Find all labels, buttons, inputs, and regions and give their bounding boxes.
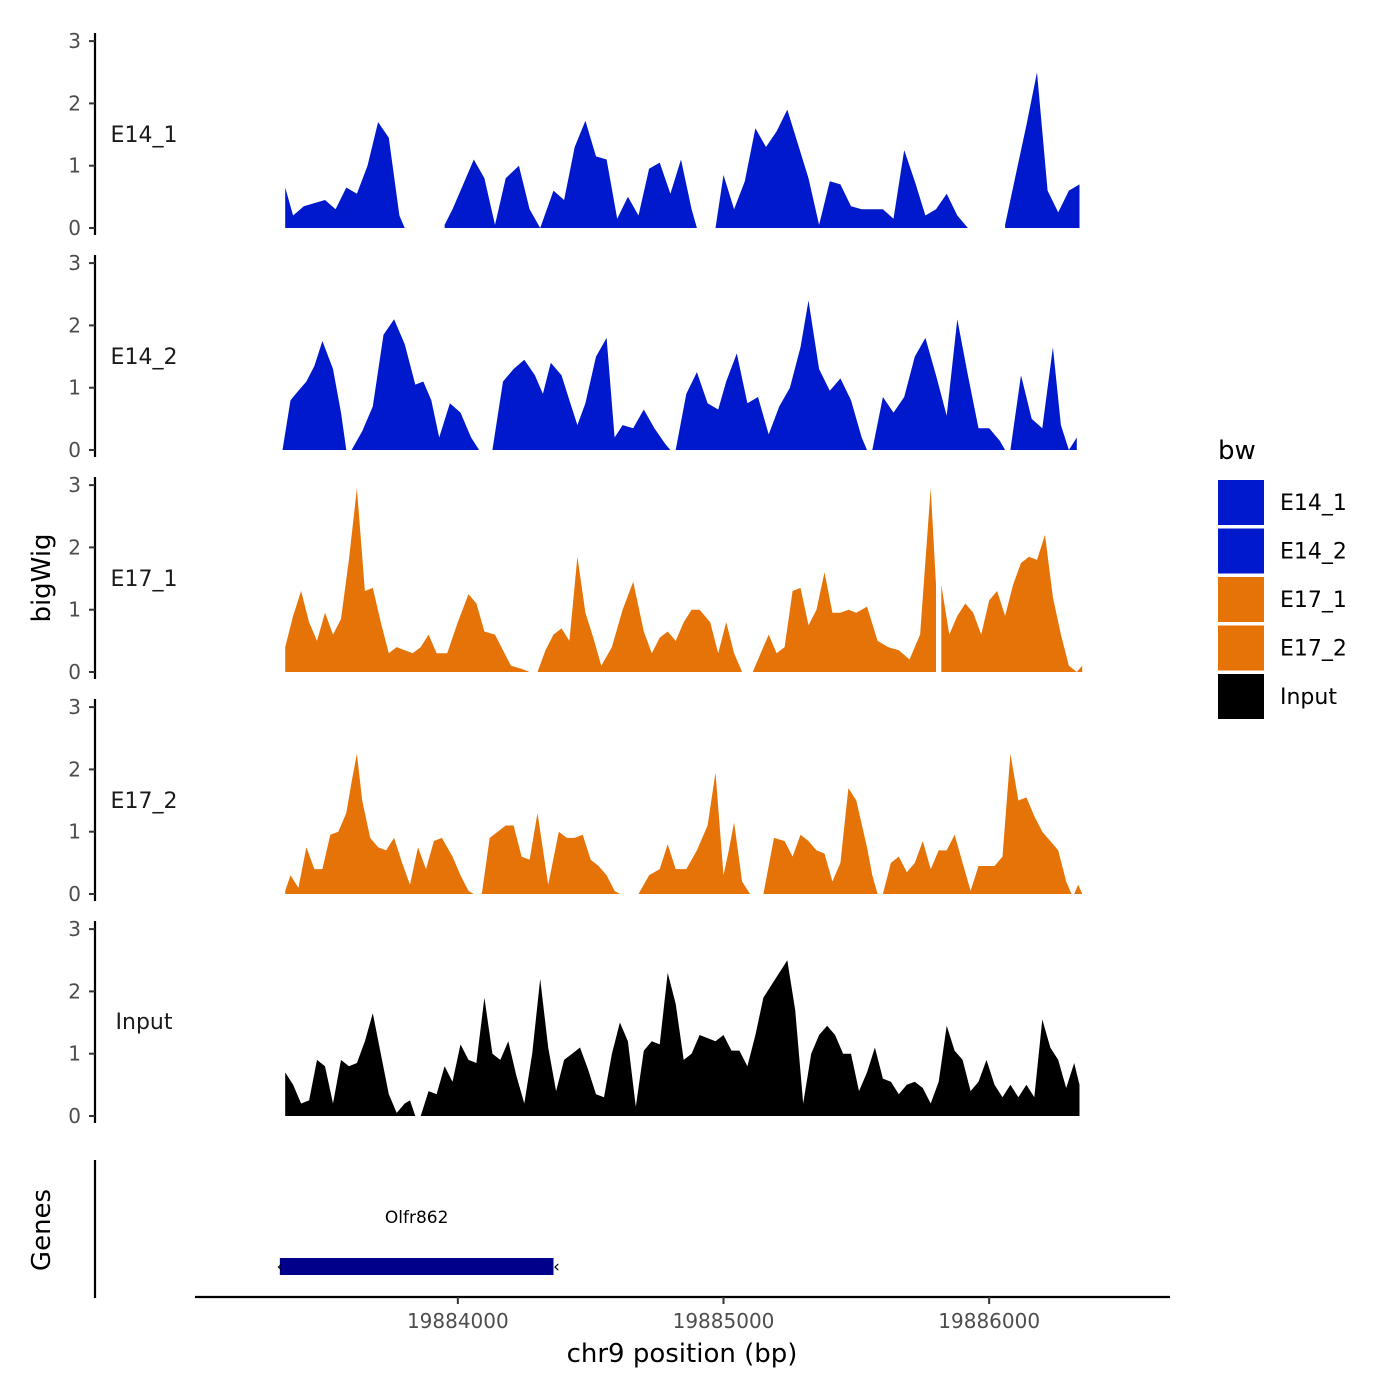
e17-1-y-tick-label: 1 xyxy=(68,598,81,622)
gene-olfr862-body xyxy=(279,1258,554,1275)
track-e14-1: 0 1 2 3 E14_1 xyxy=(68,29,1080,240)
track-e17-2: 0 1 2 3 E17_2 xyxy=(68,695,1083,906)
input-coverage-segment xyxy=(420,960,1080,1116)
e17-1-coverage-segment xyxy=(941,534,1083,672)
e14-2-coverage-segment xyxy=(282,341,347,450)
e14-1-coverage-segment xyxy=(285,122,405,228)
e14-2-y-tick-label: 3 xyxy=(68,251,81,275)
legend-label-e17-1: E17_1 xyxy=(1280,588,1347,613)
e17-2-coverage-segment xyxy=(882,753,1072,894)
e14-1-y-tick-label: 2 xyxy=(68,91,81,115)
e17-2-coverage-segment xyxy=(638,772,751,894)
gene-olfr862-left-strand-marker: ‹ xyxy=(276,1257,283,1277)
e14-2-y-tick-label: 2 xyxy=(68,313,81,337)
e14-1-coverage-area xyxy=(285,72,1080,228)
e14-1-y-tick-label: 3 xyxy=(68,29,81,53)
e14-2-coverage-segment xyxy=(872,319,1006,450)
e17-2-coverage-segment xyxy=(285,753,474,894)
track-input: 0 1 2 3 Input xyxy=(68,917,1080,1128)
track-e17-1: 0 1 2 3 E17_1 xyxy=(68,473,1083,684)
legend-swatch-e14-1 xyxy=(1218,480,1264,525)
input-coverage-area xyxy=(285,960,1080,1116)
legend-label-e14-1: E14_1 xyxy=(1280,491,1347,516)
e17-1-coverage-area xyxy=(285,488,1083,672)
legend-label-e17-2: E17_2 xyxy=(1280,637,1347,662)
e14-2-coverage-area xyxy=(282,300,1077,450)
genes-track: Genes ‹ ‹ Olfr862 xyxy=(27,1160,560,1298)
legend-title: bw xyxy=(1218,436,1256,466)
input-y-tick-label: 1 xyxy=(68,1042,81,1066)
e14-2-coverage-segment xyxy=(351,319,480,450)
e14-1-coverage-segment xyxy=(715,109,987,228)
x-tick-label: 19886000 xyxy=(938,1309,1040,1333)
legend-swatch-e17-1 xyxy=(1218,577,1264,622)
e14-2-coverage-segment xyxy=(675,300,867,450)
e17-2-y-tick-label: 1 xyxy=(68,820,81,844)
e17-1-coverage-segment xyxy=(752,488,936,672)
gene-olfr862-label: Olfr862 xyxy=(385,1208,449,1228)
e17-1-coverage-segment xyxy=(285,488,530,672)
legend-swatch-input xyxy=(1218,674,1264,719)
legend: bw E14_1 E14_2 E17_1 E17_2 Input xyxy=(1218,436,1347,719)
e17-1-y-tick-label: 0 xyxy=(68,660,81,684)
legend-keys: E14_1 E14_2 E17_1 E17_2 Input xyxy=(1218,480,1347,719)
input-y-ticks: 0 1 2 3 xyxy=(68,917,95,1128)
legend-label-e14-2: E14_2 xyxy=(1280,540,1347,565)
input-track-label: Input xyxy=(116,1010,173,1035)
legend-label-input: Input xyxy=(1280,685,1337,710)
input-y-tick-label: 2 xyxy=(68,979,81,1003)
e14-2-coverage-segment xyxy=(492,337,671,450)
x-tick-label: 19884000 xyxy=(407,1309,509,1333)
e17-1-track-label: E17_1 xyxy=(111,567,178,592)
e17-1-y-tick-label: 3 xyxy=(68,473,81,497)
e17-1-y-tick-label: 2 xyxy=(68,535,81,559)
x-tick-label: 19885000 xyxy=(673,1309,775,1333)
e14-1-track-label: E14_1 xyxy=(111,123,178,148)
e17-2-y-tick-label: 3 xyxy=(68,695,81,719)
e17-2-y-tick-label: 2 xyxy=(68,757,81,781)
e17-2-coverage-segment xyxy=(1074,884,1083,894)
e14-1-coverage-segment xyxy=(1005,72,1080,228)
genes-axis-title: Genes xyxy=(27,1189,57,1271)
input-y-tick-label: 3 xyxy=(68,917,81,941)
e14-2-coverage-segment xyxy=(1010,347,1077,450)
input-coverage-segment xyxy=(285,1013,416,1116)
e14-2-track-label: E14_2 xyxy=(111,345,178,370)
legend-swatch-e14-2 xyxy=(1218,528,1264,574)
e17-1-coverage-segment xyxy=(537,556,743,672)
e14-2-y-tick-label: 1 xyxy=(68,376,81,400)
x-axis-title: chr9 position (bp) xyxy=(567,1339,798,1369)
legend-swatch-e17-2 xyxy=(1218,625,1264,671)
e17-2-y-ticks: 0 1 2 3 xyxy=(68,695,95,906)
x-axis: 19884000 19885000 19886000 chr9 position (… xyxy=(195,1295,1170,1369)
e14-2-y-tick-label: 0 xyxy=(68,438,81,462)
input-y-tick-label: 0 xyxy=(68,1104,81,1128)
e14-1-y-tick-label: 1 xyxy=(68,154,81,178)
e17-1-y-ticks: 0 1 2 3 xyxy=(68,473,95,684)
x-axis-ticks: 19884000 19885000 19886000 xyxy=(407,1297,1040,1333)
e17-2-y-tick-label: 0 xyxy=(68,882,81,906)
track-e14-2: 0 1 2 3 E14_2 xyxy=(68,251,1077,462)
e17-2-coverage-segment xyxy=(763,788,878,894)
e17-2-track-label: E17_2 xyxy=(111,789,178,814)
e17-2-coverage-area xyxy=(285,753,1083,894)
e14-1-coverage-segment xyxy=(444,120,697,228)
e14-1-y-tick-label: 0 xyxy=(68,216,81,240)
e14-2-y-ticks: 0 1 2 3 xyxy=(68,251,95,462)
e17-2-coverage-segment xyxy=(481,813,620,894)
y-axis-title: bigWig xyxy=(27,533,57,622)
gene-olfr862-right-strand-marker: ‹ xyxy=(553,1257,560,1277)
e14-1-y-ticks: 0 1 2 3 xyxy=(68,29,95,240)
